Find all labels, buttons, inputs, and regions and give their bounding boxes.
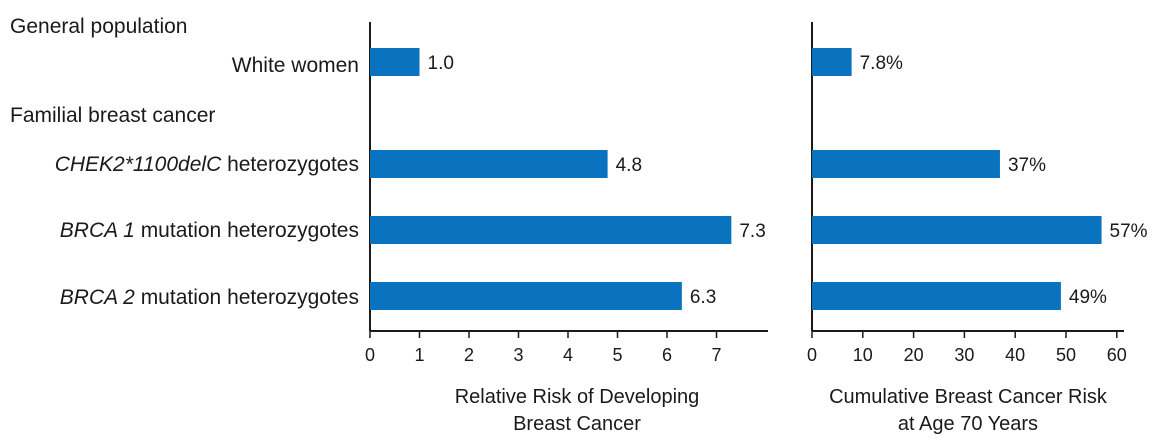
x-tick-label: 0 xyxy=(365,345,375,365)
x-axis-title-line: Breast Cancer xyxy=(513,413,641,435)
bar-value-label: 7.8% xyxy=(860,53,903,74)
x-tick-label: 40 xyxy=(1005,345,1025,365)
row-label-text-part: mutation heterozygotes xyxy=(135,286,359,309)
bar-value-label: 6.3 xyxy=(690,287,716,308)
row-label-italic-part: BRCA 2 xyxy=(60,286,135,309)
row-label-white-women: White women xyxy=(232,54,359,77)
x-tick-label: 0 xyxy=(807,345,817,365)
x-tick-label: 7 xyxy=(711,345,721,365)
bar xyxy=(812,216,1102,244)
x-tick-label: 3 xyxy=(513,345,523,365)
bar-value-label: 4.8 xyxy=(616,155,642,176)
row-label-italic-part: CHEK2*1100delC xyxy=(55,153,222,176)
bar-value-label: 57% xyxy=(1110,221,1148,242)
x-tick-label: 20 xyxy=(904,345,924,365)
bar xyxy=(370,150,608,178)
group-header-familial-breast-cancer: Familial breast cancer xyxy=(10,104,215,127)
x-axis-title-line: Relative Risk of Developing xyxy=(455,386,700,408)
x-tick-label: 4 xyxy=(563,345,573,365)
row-label-italic-part: BRCA 1 xyxy=(60,219,135,242)
x-tick-label: 6 xyxy=(662,345,672,365)
row-label-text-part: White women xyxy=(232,54,359,77)
bar-value-label: 7.3 xyxy=(739,221,765,242)
x-tick-label: 50 xyxy=(1056,345,1076,365)
bar xyxy=(812,48,852,76)
bar xyxy=(370,48,420,76)
row-label-chek2: CHEK2*1100delC heterozygotes xyxy=(55,153,359,176)
row-label-text-part: heterozygotes xyxy=(221,153,359,176)
x-tick-label: 5 xyxy=(612,345,622,365)
bar xyxy=(370,216,732,244)
row-label-text-part: mutation heterozygotes xyxy=(135,219,359,242)
x-tick-label: 10 xyxy=(853,345,873,365)
x-axis-title-line: Cumulative Breast Cancer Risk xyxy=(829,386,1108,408)
cumulative-risk-panel: 0 10 20 30 40 50 60 7.8% 37% 57% 49% Cumulative Bre… xyxy=(807,22,1148,435)
group-header-general-population: General population xyxy=(10,15,187,38)
x-tick-label: 1 xyxy=(414,345,424,365)
x-tick-label: 30 xyxy=(954,345,974,365)
row-label-brca1: BRCA 1 mutation heterozygotes xyxy=(60,219,359,242)
bar xyxy=(812,150,1000,178)
relative-risk-panel: 0 1 2 3 4 5 6 7 1.0 4.8 7.3 6.3 Relative Risk of Dev… xyxy=(365,22,768,435)
bar xyxy=(812,282,1061,310)
bar-value-label: 37% xyxy=(1008,155,1046,176)
x-axis-title-line: at Age 70 Years xyxy=(898,413,1038,435)
x-tick-label: 60 xyxy=(1107,345,1127,365)
bar-value-label: 49% xyxy=(1069,287,1107,308)
bar-value-label: 1.0 xyxy=(428,53,454,74)
row-label-brca2: BRCA 2 mutation heterozygotes xyxy=(60,286,359,309)
x-tick-label: 2 xyxy=(464,345,474,365)
bar xyxy=(370,282,682,310)
